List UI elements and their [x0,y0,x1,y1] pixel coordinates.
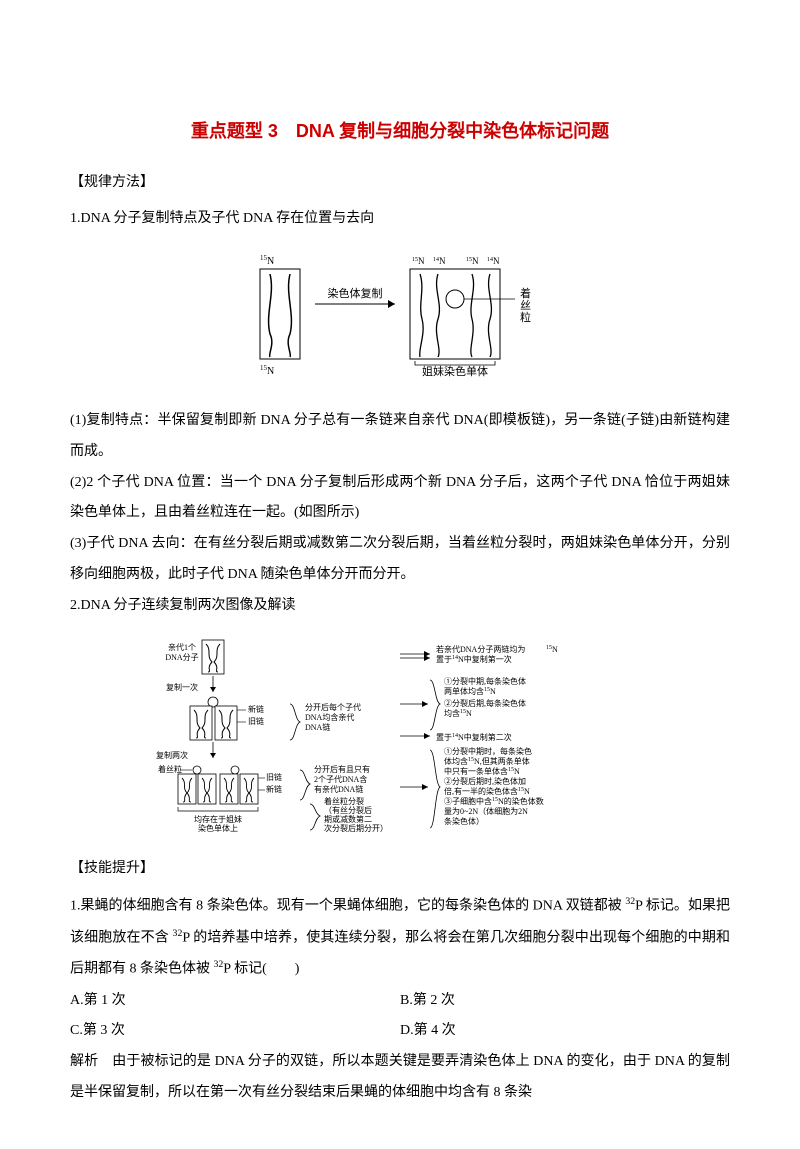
svg-text:均含15N: 均含15N [444,708,472,718]
svg-text:中只有一条单体含15N: 中只有一条单体含15N [444,766,520,776]
figure-1: 15N 15N 染色体复制 15N 14N 15N 14N 着 丝 粒 [70,245,730,396]
svg-text:着丝粒: 着丝粒 [158,764,182,774]
svg-text:倍,有一半的染色体含15N: 倍,有一半的染色体含15N [444,786,530,796]
svg-text:均存在于姐妹: 均存在于姐妹 [194,814,242,824]
svg-text:新链: 新链 [266,784,282,794]
svg-text:分开后有且只有: 分开后有且只有 [314,764,370,774]
figure-1-svg: 15N 15N 染色体复制 15N 14N 15N 14N 着 丝 粒 [220,249,580,379]
svg-text:15N: 15N [546,645,558,654]
page-title: 重点题型 3 DNA 复制与细胞分裂中染色体标记问题 [70,112,730,152]
page-root: 重点题型 3 DNA 复制与细胞分裂中染色体标记问题 【规律方法】 1.DNA … [0,0,800,1149]
rules-item2: 2.DNA 分子连续复制两次图像及解读 [70,591,730,622]
svg-text:次分裂后期分开）: 次分裂后期分开） [324,823,388,832]
svg-text:旧链: 旧链 [248,716,264,726]
svg-text:若亲代DNA分子两链均为: 若亲代DNA分子两链均为 [436,644,525,654]
question-1: 1.果蝇的体细胞含有 8 条染色体。现有一个果蝇体细胞，它的每条染色体的 DNA… [70,891,730,985]
svg-text:15N: 15N [466,256,479,266]
svg-text:复制一次: 复制一次 [166,682,198,692]
svg-text:置于14N中复制第二次: 置于14N中复制第二次 [436,732,512,742]
svg-text:亲代1个: 亲代1个 [168,642,196,652]
svg-text:两单体均含15N: 两单体均含15N [444,686,496,696]
fig1-sister-label: 姐妹染色单体 [422,364,488,378]
option-c: C.第 3 次 [70,1016,400,1047]
rules-p2: (2)2 个子代 DNA 位置：当一个 DNA 分子复制后形成两个新 DNA 分… [70,468,730,530]
fig1-arrow-label: 染色体复制 [328,286,383,300]
svg-text:15N: 15N [260,364,274,377]
svg-text:（有丝分裂后: （有丝分裂后 [324,805,372,815]
svg-text:①分裂中期,每条染色体: ①分裂中期,每条染色体 [444,676,526,686]
svg-text:2个子代DNA含: 2个子代DNA含 [314,774,367,784]
figure-2: 亲代1个 DNA分子 复制一次 新链 旧链 复制两次 着丝粒 [70,632,730,845]
answer-label: 解析 [70,1054,98,1069]
svg-text:复制两次: 复制两次 [156,750,188,760]
svg-text:体均含15N,但其两条单体: 体均含15N,但其两条单体 [444,756,530,766]
rules-p1: (1)复制特点：半保留复制即新 DNA 分子总有一条链来自亲代 DNA(即模板链… [70,406,730,468]
svg-text:③子细胞中含15N的染色体数: ③子细胞中含15N的染色体数 [444,796,544,806]
section-skills-label: 【技能提升】 [70,854,730,885]
svg-text:15N: 15N [412,256,425,266]
svg-text:DNA分子: DNA分子 [165,653,198,662]
svg-text:粒: 粒 [520,310,531,324]
svg-text:14N: 14N [433,256,446,266]
svg-text:量为0~2N（体细胞为2N: 量为0~2N（体细胞为2N [444,806,528,816]
svg-text:15N: 15N [260,254,274,267]
svg-text:有亲代DNA链: 有亲代DNA链 [314,784,363,794]
svg-text:DNA均含亲代: DNA均含亲代 [305,712,354,722]
svg-text:着丝粒分裂: 着丝粒分裂 [324,796,364,806]
option-a: A.第 1 次 [70,986,400,1017]
svg-text:②分裂后期时,染色体加: ②分裂后期时,染色体加 [444,776,526,786]
svg-text:新链: 新链 [248,704,264,714]
svg-text:置于14N中复制第一次: 置于14N中复制第一次 [436,654,512,664]
svg-text:DNA链: DNA链 [305,722,330,732]
options-row: A.第 1 次 B.第 2 次 C.第 3 次 D.第 4 次 [70,986,730,1048]
option-d: D.第 4 次 [400,1016,730,1047]
answer-1: 解析 由于被标记的是 DNA 分子的双链，所以本题关键是要弄清染色体上 DNA … [70,1047,730,1109]
figure-2-svg: 亲代1个 DNA分子 复制一次 新链 旧链 复制两次 着丝粒 [140,632,660,832]
svg-text:②分裂后期,每条染色体: ②分裂后期,每条染色体 [444,698,526,708]
option-b: B.第 2 次 [400,986,730,1017]
rules-item1: 1.DNA 分子复制特点及子代 DNA 存在位置与去向 [70,204,730,235]
section-rules-label: 【规律方法】 [70,168,730,199]
svg-text:条染色体）: 条染色体） [444,816,484,826]
svg-text:①分裂中期时，每条染色: ①分裂中期时，每条染色 [444,746,532,756]
rules-p3: (3)子代 DNA 去向：在有丝分裂后期或减数第二次分裂后期，当着丝粒分裂时，两… [70,529,730,591]
svg-text:14N: 14N [487,256,500,266]
fig1-centromere-label: 着 [520,286,531,300]
svg-text:分开后每个子代: 分开后每个子代 [305,702,361,712]
svg-text:旧链: 旧链 [266,772,282,782]
svg-text:丝: 丝 [520,299,531,312]
svg-text:期或减数第二: 期或减数第二 [324,814,372,824]
svg-text:染色单体上: 染色单体上 [198,823,238,832]
